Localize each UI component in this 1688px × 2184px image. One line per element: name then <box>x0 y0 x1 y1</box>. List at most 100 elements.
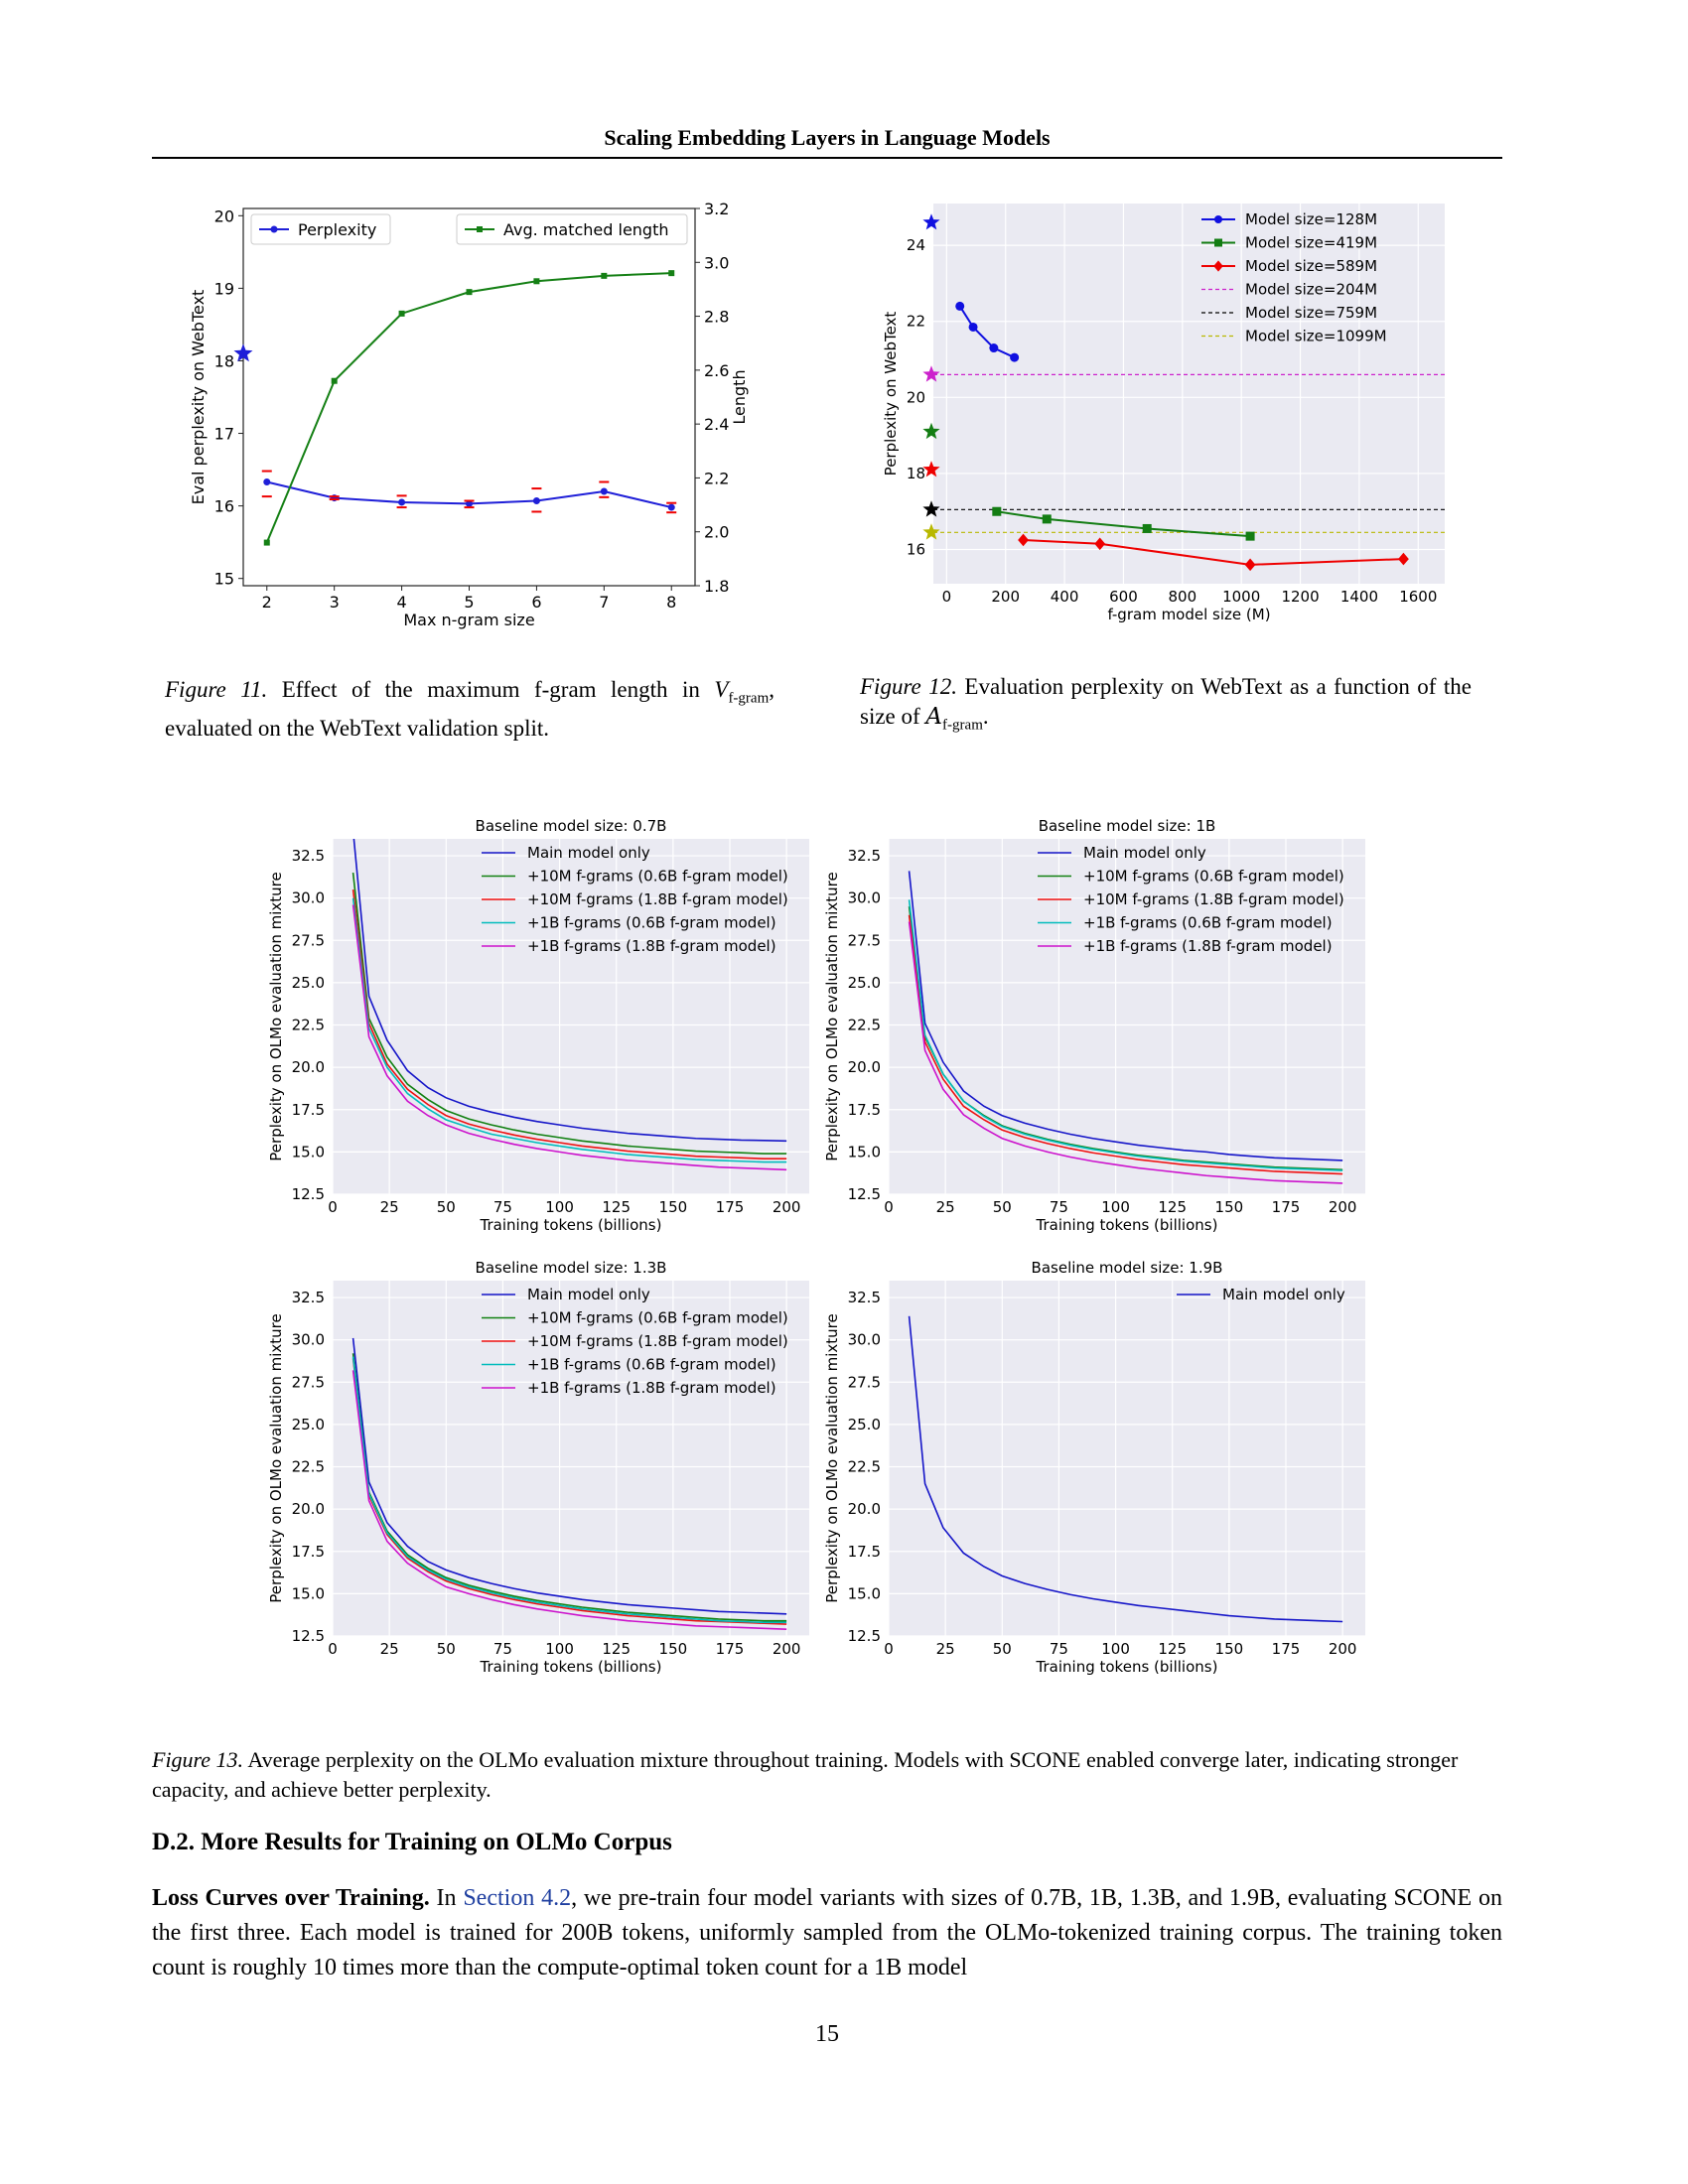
y2-axis-label: Length <box>730 369 749 424</box>
x-tick-label: 175 <box>1272 1640 1301 1658</box>
y-tick-label: 25.0 <box>848 974 881 992</box>
series-line <box>352 1353 787 1622</box>
legend-label: +1B f-grams (1.8B f-gram model) <box>527 937 776 955</box>
y-tick-label: 12.5 <box>292 1627 325 1645</box>
x-tick-label: 50 <box>437 1640 456 1658</box>
y-axis-label: Perplexity on WebText <box>882 312 900 477</box>
y-tick-label: 32.5 <box>848 1289 881 1306</box>
legend-label: Model size=419M <box>1245 234 1377 252</box>
data-point <box>398 498 406 506</box>
y2-tick-label: 3.2 <box>704 200 729 218</box>
x-tick-label: 175 <box>716 1198 745 1216</box>
series-line <box>352 1337 787 1615</box>
y-tick-label: 32.5 <box>292 847 325 865</box>
series-line <box>352 889 787 1160</box>
data-point <box>263 478 271 485</box>
x-axis-label: f-gram model size (M) <box>1107 606 1270 623</box>
data-point <box>1398 552 1409 566</box>
series-line <box>908 914 1343 1175</box>
legend-label: +1B f-grams (0.6B f-gram model) <box>527 1356 776 1374</box>
x-tick-label: 1200 <box>1281 588 1319 606</box>
legend-label: +10M f-grams (0.6B f-gram model) <box>527 868 788 886</box>
y2-tick-label: 3.0 <box>704 253 729 272</box>
y2-tick-label: 2.8 <box>704 308 729 327</box>
x-tick-label: 600 <box>1109 588 1138 606</box>
x-tick-label: 400 <box>1051 588 1079 606</box>
y-tick-label: 18 <box>214 351 234 370</box>
x-tick-label: 125 <box>602 1640 631 1658</box>
caption-text: , evaluated on the WebText validation sp… <box>165 677 774 741</box>
x-tick-label: 3 <box>330 593 340 612</box>
y-tick-label: 17.5 <box>848 1101 881 1119</box>
legend-label: +10M f-grams (1.8B f-gram model) <box>527 1332 788 1350</box>
panel-title: Baseline model size: 1.9B <box>1032 1259 1223 1277</box>
y-tick-label: 32.5 <box>848 847 881 865</box>
plot-area <box>242 207 696 587</box>
x-tick-label: 25 <box>936 1640 955 1658</box>
figure-12-label: Figure 12. <box>860 674 957 699</box>
paragraph-text: In <box>429 1885 464 1911</box>
legend-label: +1B f-grams (0.6B f-gram model) <box>1083 914 1333 932</box>
legend-label: Main model only <box>527 1286 650 1303</box>
legend-marker <box>1213 260 1223 272</box>
body-paragraph: Loss Curves over Training. In Section 4.… <box>152 1881 1502 1985</box>
x-tick-label: 200 <box>773 1198 801 1216</box>
figure-11-label: Figure 11. <box>165 677 268 702</box>
data-point <box>992 506 1002 516</box>
x-tick-label: 0 <box>328 1640 338 1658</box>
y2-tick-label: 1.8 <box>704 577 729 596</box>
caption-text: Evaluation perplexity on WebText as a fu… <box>860 674 1473 729</box>
x-tick-label: 8 <box>666 593 676 612</box>
baseline-star <box>922 523 940 540</box>
y-tick-label: 30.0 <box>292 889 325 907</box>
data-point <box>668 270 675 277</box>
series-line <box>352 897 787 1163</box>
series-line <box>352 1356 787 1624</box>
y-tick-label: 20.0 <box>292 1500 325 1518</box>
series-line <box>352 1370 787 1630</box>
legend-marker <box>1214 215 1222 223</box>
baseline-star <box>922 213 940 230</box>
data-point <box>601 272 608 279</box>
legend-box <box>456 213 688 245</box>
section-link[interactable]: Section 4.2 <box>463 1885 572 1911</box>
data-point <box>667 503 675 511</box>
x-tick-label: 150 <box>659 1198 688 1216</box>
y-tick-label: 20.0 <box>848 1500 881 1518</box>
baseline-star <box>922 365 940 382</box>
scone-name: SCONE <box>1009 1747 1081 1772</box>
caption-text: Effect of the maximum f-gram length in <box>267 677 715 702</box>
x-tick-label: 100 <box>1101 1640 1130 1658</box>
series-line <box>352 873 787 1155</box>
legend-marker <box>1214 238 1222 247</box>
legend-label: +10M f-grams (1.8B f-gram model) <box>527 890 788 908</box>
scone-name: SCONE <box>1393 1885 1473 1911</box>
legend-label: Main model only <box>1083 844 1206 862</box>
x-tick-label: 75 <box>1050 1198 1068 1216</box>
y-tick-label: 20 <box>907 388 925 406</box>
y-tick-label: 17.5 <box>292 1101 325 1119</box>
x-tick-label: 150 <box>1215 1198 1244 1216</box>
caption-text: . <box>982 704 989 729</box>
y-tick-label: 16 <box>214 497 234 516</box>
series-line <box>908 921 1343 1184</box>
y-tick-label: 20.0 <box>848 1058 881 1076</box>
paragraph-text: , we pre-train four model variants with … <box>571 1885 1394 1911</box>
y-tick-label: 22.5 <box>848 1017 881 1034</box>
x-axis-label: Max n-gram size <box>403 611 534 629</box>
panel-title: Baseline model size: 1.3B <box>476 1259 667 1277</box>
x-tick-label: 200 <box>1329 1198 1357 1216</box>
y-tick-label: 22.5 <box>292 1458 325 1476</box>
y-tick-label: 27.5 <box>848 931 881 949</box>
legend-label: Model size=589M <box>1245 257 1377 275</box>
legend-box <box>250 213 391 245</box>
y-tick-label: 32.5 <box>292 1289 325 1306</box>
y-tick-label: 15.0 <box>848 1584 881 1602</box>
panel-title: Baseline model size: 0.7B <box>476 817 667 835</box>
x-tick-label: 125 <box>1158 1640 1187 1658</box>
data-point <box>331 377 338 384</box>
legend-label: +1B f-grams (1.8B f-gram model) <box>1083 937 1333 955</box>
figure-11-caption: Figure 11. Effect of the maximum f-gram … <box>165 675 774 744</box>
baseline-star <box>922 500 940 517</box>
x-tick-label: 7 <box>599 593 609 612</box>
